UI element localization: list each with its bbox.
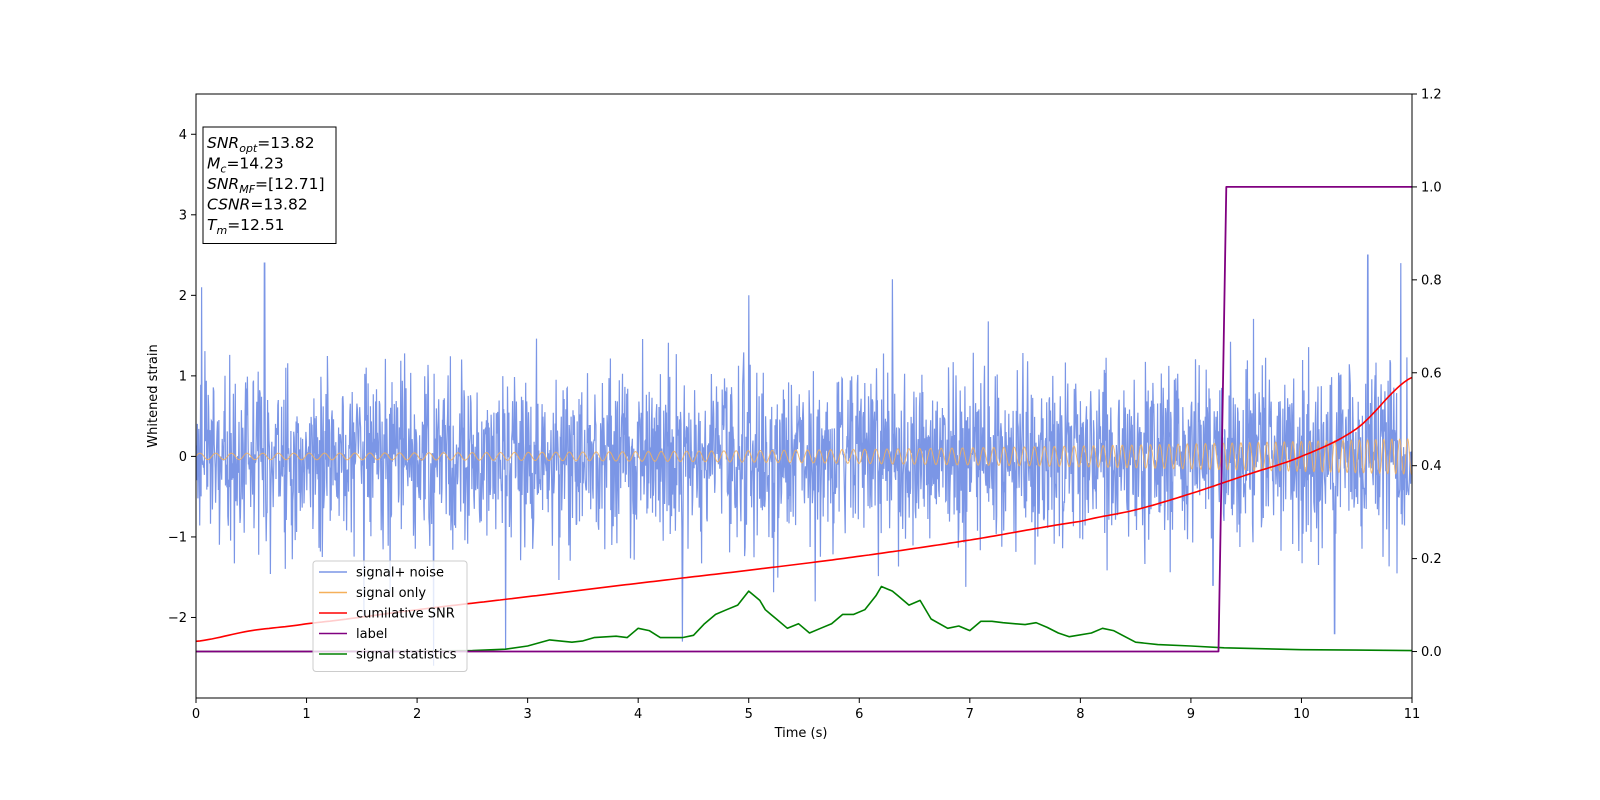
info-symbol: SNR	[207, 175, 239, 193]
series-signal-statistics	[196, 585, 1412, 653]
x-tick-label: 8	[1076, 707, 1084, 722]
info-subscript: opt	[239, 142, 258, 155]
y-left-tick-label: 1	[179, 369, 187, 384]
legend: signal+ noise signal only cumilative SNR la…	[312, 560, 468, 672]
info-value: =[12.71]	[255, 175, 324, 193]
info-subscript: MF	[239, 183, 255, 196]
info-value: =14.23	[226, 155, 283, 173]
x-tick-label: 0	[192, 707, 200, 722]
y-left-tick-label: 2	[179, 289, 187, 304]
series-label	[196, 186, 1412, 653]
info-line: CSNR=13.82	[207, 196, 308, 214]
y-left-tick-label: −2	[168, 611, 187, 626]
info-line: Tm=12.51	[207, 216, 285, 237]
info-annotation-box: SNRopt=13.82Mc=14.23SNRMF=[12.71]CSNR=13…	[202, 126, 337, 244]
info-line: Mc=14.23	[207, 155, 284, 176]
legend-label: signal only	[356, 586, 426, 601]
series-signal-only	[196, 438, 1412, 475]
y-right-tick-label: 1.2	[1421, 88, 1442, 103]
legend-label: signal+ noise	[356, 566, 444, 581]
x-tick-label: 2	[413, 707, 421, 722]
y-left-tick-label: 4	[179, 128, 187, 143]
info-value: =13.82	[257, 134, 314, 152]
x-axis: 0 1 2 3 4 5 6 7 8 9 10 11	[192, 698, 1420, 722]
x-tick-label: 10	[1293, 707, 1310, 722]
legend-label: signal statistics	[356, 648, 457, 663]
x-tick-label: 4	[634, 707, 642, 722]
y-left-tick-label: 0	[179, 450, 187, 465]
info-value: =12.51	[227, 216, 284, 234]
left-y-axis: −2 −1 0 1 2 3 4	[168, 128, 196, 626]
x-tick-label: 7	[966, 707, 974, 722]
x-tick-label: 3	[523, 707, 531, 722]
y-left-tick-label: 3	[179, 208, 187, 223]
right-y-axis: 0.0 0.2 0.4 0.6 0.8 1.0 1.2	[1412, 88, 1442, 660]
info-symbol: CSNR	[207, 196, 250, 214]
x-tick-label: 9	[1187, 707, 1195, 722]
x-axis-label: Time (s)	[774, 726, 828, 741]
legend-frame	[312, 560, 468, 672]
x-tick-label: 6	[855, 707, 863, 722]
plot-frame	[195, 93, 1413, 699]
info-symbol: SNR	[207, 134, 239, 152]
y-right-tick-label: 0.8	[1421, 273, 1442, 288]
info-value: =13.82	[250, 196, 307, 214]
legend-label: label	[356, 627, 387, 642]
series-signal-plus-noise	[196, 254, 1412, 666]
x-tick-label: 1	[302, 707, 310, 722]
x-tick-label: 5	[745, 707, 753, 722]
info-symbol: M	[207, 155, 220, 173]
y-left-tick-label: −1	[168, 530, 187, 545]
y-right-tick-label: 1.0	[1421, 180, 1442, 195]
x-tick-label: 11	[1404, 707, 1421, 722]
y-right-tick-label: 0.4	[1421, 459, 1442, 474]
info-line: SNRMF=[12.71]	[207, 175, 325, 196]
info-subscript: c	[220, 163, 226, 176]
info-symbol: T	[207, 216, 218, 234]
y-axis-label: Whitened strain	[146, 344, 161, 447]
y-right-tick-label: 0.0	[1421, 645, 1442, 660]
y-right-tick-label: 0.6	[1421, 366, 1442, 381]
y-right-tick-label: 0.2	[1421, 552, 1442, 567]
legend-label: cumilative SNR	[356, 607, 455, 622]
info-line: SNRopt=13.82	[207, 134, 315, 155]
info-subscript: m	[216, 224, 227, 237]
info-box-frame	[202, 126, 337, 244]
